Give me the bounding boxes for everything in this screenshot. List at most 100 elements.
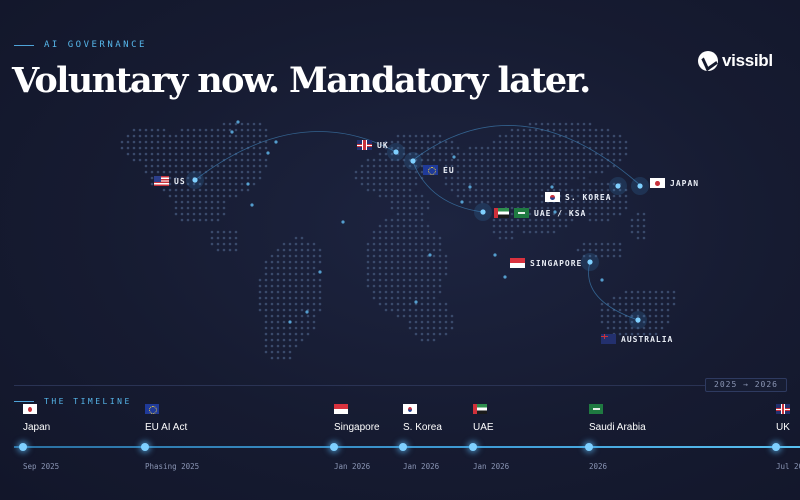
map-dot — [420, 290, 424, 294]
map-dot — [282, 266, 286, 270]
map-dot — [210, 188, 214, 192]
map-dot — [366, 164, 370, 168]
map-dot — [384, 224, 388, 228]
map-dot — [510, 134, 514, 138]
map-dot — [378, 170, 382, 174]
map-accent-dot — [600, 278, 604, 282]
map-dot — [240, 176, 244, 180]
map-dot — [522, 158, 526, 162]
map-dot — [234, 122, 238, 126]
map-dot — [672, 302, 676, 306]
map-dot — [480, 176, 484, 180]
map-dot — [606, 314, 610, 318]
map-dot — [552, 170, 556, 174]
map-dot — [264, 308, 268, 312]
map-dot — [396, 230, 400, 234]
map-dot — [402, 188, 406, 192]
map-dot — [534, 146, 538, 150]
map-dot — [606, 308, 610, 312]
map-dot — [636, 290, 640, 294]
map-dot — [642, 212, 646, 216]
map-dot — [180, 212, 184, 216]
saudi-flag-icon — [514, 208, 529, 218]
map-dot — [306, 326, 310, 330]
map-dot — [456, 164, 460, 168]
map-dot — [660, 302, 664, 306]
map-dot — [288, 314, 292, 318]
logo-mark-icon — [698, 51, 718, 71]
map-dot — [366, 248, 370, 252]
map-dot — [402, 152, 406, 156]
map-dot — [252, 158, 256, 162]
map-dot — [612, 302, 616, 306]
map-dot — [516, 158, 520, 162]
map-dot — [486, 182, 490, 186]
map-dot — [432, 260, 436, 264]
map-dot — [534, 140, 538, 144]
map-dot — [402, 134, 406, 138]
map-dot — [294, 296, 298, 300]
map-dot — [582, 128, 586, 132]
map-dot — [654, 320, 658, 324]
map-dot — [450, 320, 454, 324]
map-dot — [600, 152, 604, 156]
map-dot — [426, 284, 430, 288]
map-dot — [264, 128, 268, 132]
map-dot — [276, 284, 280, 288]
map-dot — [612, 314, 616, 318]
map-dot — [300, 308, 304, 312]
map-dot — [636, 302, 640, 306]
map-dot — [306, 260, 310, 264]
map-dot — [672, 290, 676, 294]
map-dot — [270, 344, 274, 348]
map-dot — [408, 146, 412, 150]
map-dot — [630, 224, 634, 228]
map-dot — [528, 188, 532, 192]
map-dot — [624, 146, 628, 150]
map-dot — [474, 194, 478, 198]
map-dot — [396, 188, 400, 192]
map-dot — [420, 242, 424, 246]
map-dot — [510, 236, 514, 240]
map-dot — [618, 248, 622, 252]
map-dot — [582, 134, 586, 138]
map-dot — [288, 356, 292, 360]
map-dot — [480, 164, 484, 168]
map-dot — [402, 194, 406, 198]
map-dot — [618, 194, 622, 198]
map-dot — [294, 278, 298, 282]
map-dot — [210, 206, 214, 210]
map-dot — [492, 224, 496, 228]
hub-dot — [393, 149, 399, 155]
map-dot — [408, 284, 412, 288]
us-flag-icon — [154, 176, 169, 186]
map-dot — [258, 122, 262, 126]
map-dot — [366, 266, 370, 270]
map-dot — [642, 326, 646, 330]
map-dot — [228, 248, 232, 252]
map-dot — [492, 170, 496, 174]
map-dot — [282, 314, 286, 318]
map-dot — [540, 134, 544, 138]
map-dot — [540, 188, 544, 192]
map-dot — [264, 338, 268, 342]
map-dot — [612, 206, 616, 210]
map-dot — [396, 182, 400, 186]
map-dot — [408, 266, 412, 270]
map-dot — [414, 320, 418, 324]
map-dot — [150, 170, 154, 174]
map-dot — [198, 176, 202, 180]
map-dot — [612, 164, 616, 168]
map-dot — [384, 308, 388, 312]
map-dot — [294, 260, 298, 264]
map-dot — [618, 158, 622, 162]
map-dot — [588, 218, 592, 222]
map-dot — [192, 164, 196, 168]
map-dot — [426, 308, 430, 312]
map-dot — [174, 182, 178, 186]
map-dot — [132, 140, 136, 144]
map-dot — [486, 152, 490, 156]
map-dot — [276, 278, 280, 282]
map-dot — [426, 332, 430, 336]
map-dot — [282, 296, 286, 300]
